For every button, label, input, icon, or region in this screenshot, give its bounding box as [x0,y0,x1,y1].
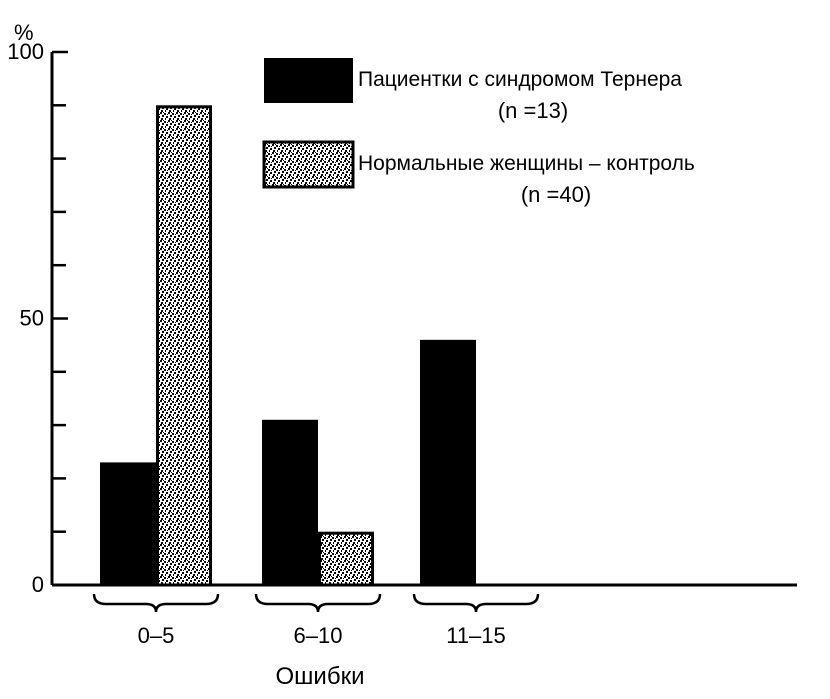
category-brace [92,593,220,613]
bar-turner-2 [420,339,476,585]
legend-label-control: Нормальные женщины – контроль [358,152,695,175]
bar-turner-1 [262,419,318,585]
legend-label-turner: Пациентки с синдромом Тернера [358,68,682,91]
y-tick-label: 50 [20,306,44,331]
y-tick-label: 0 [32,572,44,597]
x-tick-label: 11–15 [446,623,506,648]
x-tick-label: 6–10 [294,623,343,648]
legend-n-turner: (n =13) [498,98,568,123]
category-brace [254,593,382,613]
legend-swatch-turner [264,58,353,103]
bar-turner-0 [100,462,156,585]
x-tick-label: 0–5 [138,623,175,648]
bar-control-1 [318,531,374,587]
y-axis-label: % [14,20,34,45]
category-brace [412,593,540,613]
y-tick-label: 100 [7,39,44,64]
legend-swatch-control [262,140,355,189]
legend-n-control: (n =40) [521,182,591,207]
x-axis: 0–5 6–10 11–15 [92,593,540,648]
bar-control-0 [156,105,212,587]
bars [100,105,476,587]
legend: Пациентки с синдромом Тернера (n =13) Но… [262,58,695,207]
x-axis-label: Ошибки [276,663,365,690]
